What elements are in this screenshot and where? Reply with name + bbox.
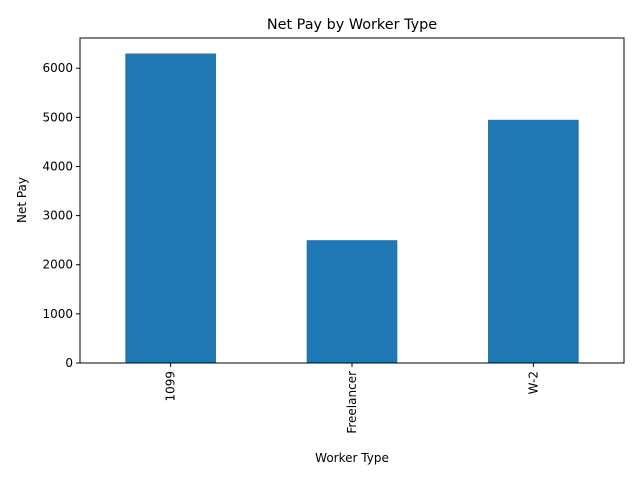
y-tick-label: 5000 <box>42 110 73 124</box>
y-tick-label: 4000 <box>42 159 73 173</box>
y-tick-label: 6000 <box>42 61 73 75</box>
bar-freelancer <box>306 240 398 363</box>
x-tick-label: Freelancer <box>345 371 359 434</box>
y-tick-label: 1000 <box>42 307 73 321</box>
x-axis: 1099 Freelancer W-2 <box>164 363 540 434</box>
chart-title: Net Pay by Worker Type <box>267 17 437 33</box>
y-tick-label: 0 <box>65 356 73 370</box>
x-axis-title: Worker Type <box>315 451 389 465</box>
x-tick-label: W-2 <box>526 371 540 394</box>
y-tick-label: 2000 <box>42 258 73 272</box>
bar-w-2 <box>488 119 579 363</box>
y-axis: 0 1000 2000 3000 4000 5000 6000 <box>42 61 80 370</box>
y-tick-label: 3000 <box>42 209 73 223</box>
plot-area <box>79 37 625 364</box>
bar-1099 <box>125 53 216 363</box>
x-tick-label: 1099 <box>164 371 178 402</box>
y-axis-title: Net Pay <box>15 177 29 223</box>
